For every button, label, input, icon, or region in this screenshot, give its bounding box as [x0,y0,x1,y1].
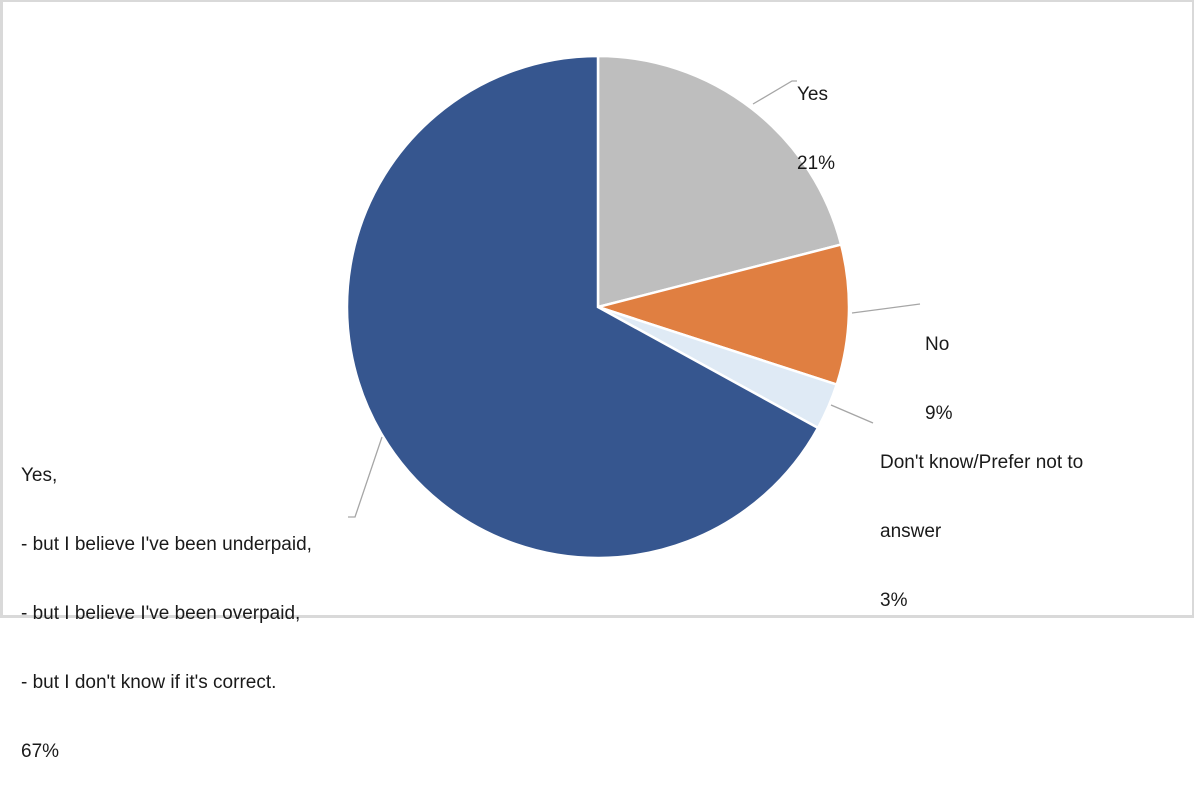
leader-line-dont-know [830,404,874,424]
label-dont-know-line2: answer [880,521,942,542]
slice-no [593,243,851,387]
label-yes-but-line2: - but I believe I've been underpaid, [21,534,312,555]
label-yes-but: Yes, - but I believe I've been underpaid… [21,418,312,809]
label-dont-know-pct: 3% [880,590,908,611]
label-no-name: No [925,334,950,355]
label-dont-know-line1: Don't know/Prefer not to [880,452,1084,473]
label-yes-pct: 21% [797,153,836,174]
pie-chart: Yes 21% No 9% Don't know/Prefer not to a… [3,2,1190,762]
label-yes-but-line4: - but I don't know if it's correct. [21,672,277,693]
label-yes-but-line3: - but I believe I've been overpaid, [21,603,301,624]
label-yes-but-line1: Yes, [21,465,58,486]
label-dont-know: Don't know/Prefer not to answer 3% [880,405,1083,658]
label-no: No 9% [925,287,952,471]
slice-yes [596,54,843,309]
leader-line-yes-but [348,436,383,518]
slice-yes-but [345,54,820,560]
leader-line-no [851,303,921,314]
label-yes-name: Yes [797,84,828,105]
pie-chart-svg [345,54,921,560]
label-yes: Yes 21% [797,37,835,221]
label-yes-but-pct: 67% [21,741,60,762]
label-no-pct: 9% [925,403,953,424]
leader-line-yes [752,80,797,105]
window-edge [1192,0,1200,618]
